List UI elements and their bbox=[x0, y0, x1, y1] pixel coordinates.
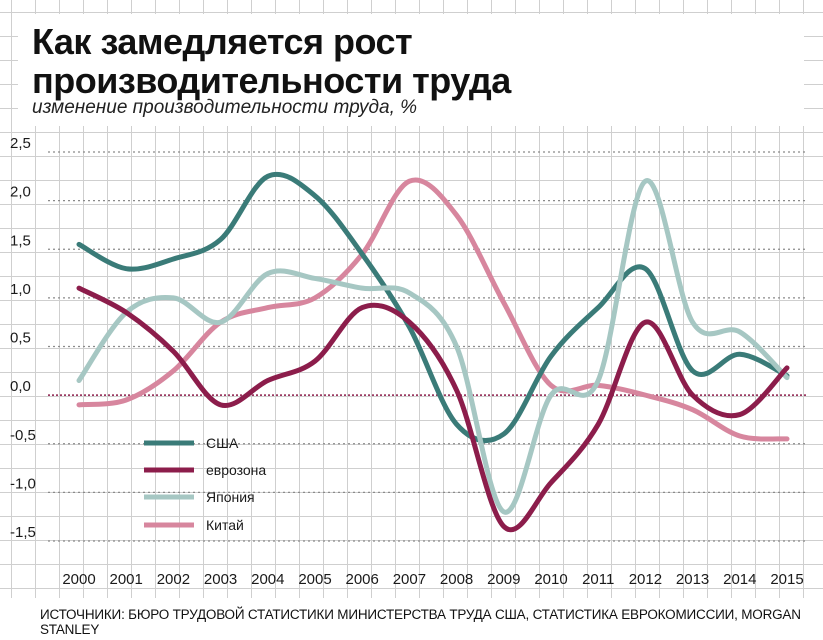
chart-legend: США еврозона Япония Китай bbox=[144, 435, 266, 533]
x-tick-label: 2001 bbox=[110, 571, 143, 588]
legend-label-usa: США bbox=[206, 435, 239, 451]
x-tick-label: 2015 bbox=[770, 571, 803, 588]
series-line-japan bbox=[76, 178, 790, 515]
legend-label-japan: Япония bbox=[206, 489, 255, 505]
chart-subtitle: изменение производительности труда, % bbox=[32, 97, 418, 118]
chart-title-line-1: Как замедляется рост bbox=[32, 21, 413, 62]
legend-label-china: Китай bbox=[206, 517, 244, 533]
title-panel bbox=[18, 14, 804, 126]
x-tick-label: 2008 bbox=[440, 571, 473, 588]
y-tick-label: -0,5 bbox=[10, 427, 36, 444]
x-tick-label: 2002 bbox=[157, 571, 190, 588]
y-tick-label: 2,0 bbox=[10, 184, 31, 201]
y-tick-label: 0,0 bbox=[10, 378, 31, 395]
x-tick-label: 2007 bbox=[393, 571, 426, 588]
x-tick-label: 2011 bbox=[582, 571, 614, 588]
x-tick-label: 2013 bbox=[676, 571, 709, 588]
y-tick-label: 1,5 bbox=[10, 232, 31, 249]
x-tick-label: 2005 bbox=[298, 571, 331, 588]
source-panel: ИСТОЧНИКИ: БЮРО ТРУДОВОЙ СТАТИСТИКИ МИНИ… bbox=[0, 598, 823, 640]
x-axis-tick-labels: 2000 2001 2002 2003 2004 2005 2006 2007 2008 2009… bbox=[62, 571, 803, 588]
y-tick-label: -1,5 bbox=[10, 524, 36, 541]
y-tick-label: -1,0 bbox=[10, 475, 36, 492]
series-line-usa bbox=[76, 171, 790, 444]
x-tick-label: 2006 bbox=[346, 571, 379, 588]
x-tick-label: 2010 bbox=[534, 571, 567, 588]
y-axis-tick-labels: 2,5 2,0 1,5 1,0 0,5 0,0 -0,5 -1,0 -1,5 bbox=[10, 135, 36, 541]
y-tick-label: 2,5 bbox=[10, 135, 31, 152]
x-tick-label: 2003 bbox=[204, 571, 237, 588]
series-lines bbox=[76, 171, 790, 532]
source-note: ИСТОЧНИКИ: БЮРО ТРУДОВОЙ СТАТИСТИКИ МИНИ… bbox=[40, 607, 801, 637]
series-line-china bbox=[76, 177, 790, 442]
chart-title-line-2: производительности труда bbox=[32, 60, 511, 101]
y-tick-label: 0,5 bbox=[10, 330, 31, 347]
series-line-eurozone bbox=[76, 285, 790, 532]
horizontal-gridlines bbox=[48, 151, 808, 542]
x-tick-label: 2014 bbox=[723, 571, 756, 588]
x-tick-label: 2009 bbox=[487, 571, 520, 588]
y-tick-label: 1,0 bbox=[10, 281, 31, 298]
chart-title: Как замедляется рост производительности … bbox=[32, 22, 732, 100]
x-tick-label: 2012 bbox=[629, 571, 662, 588]
x-tick-label: 2004 bbox=[251, 571, 284, 588]
x-tick-label: 2000 bbox=[62, 571, 95, 588]
legend-label-eurozone: еврозона bbox=[206, 462, 266, 478]
